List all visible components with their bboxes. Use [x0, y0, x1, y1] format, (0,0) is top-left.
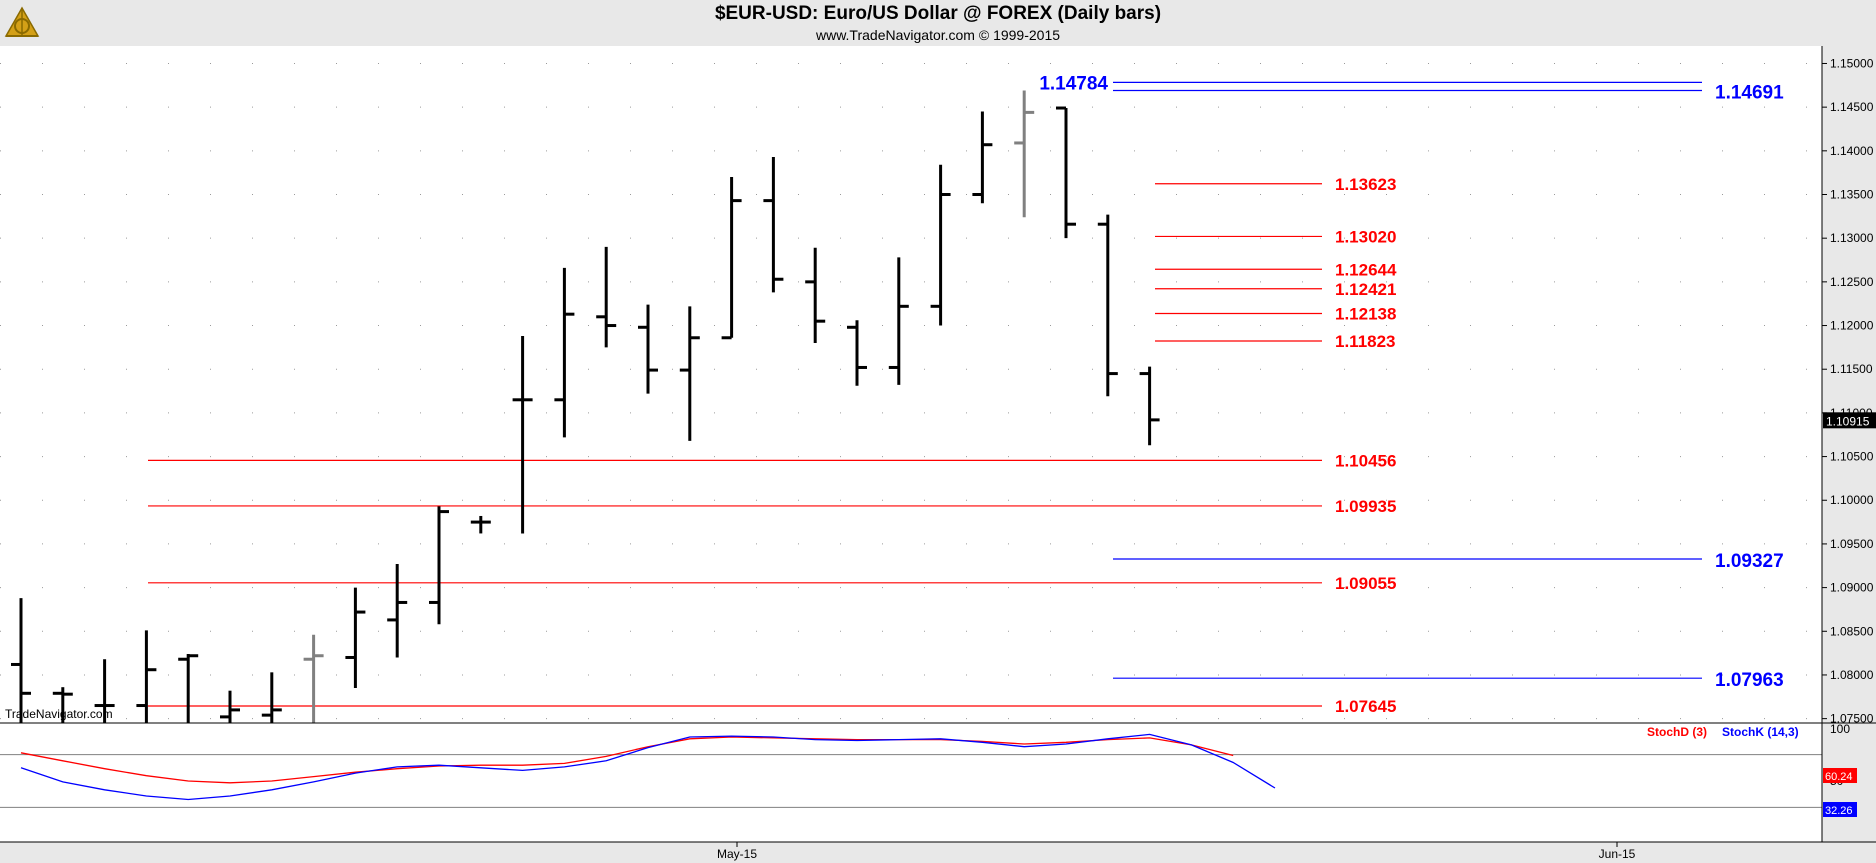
- price-tick-label: 1.15000: [1830, 56, 1874, 70]
- price-tick-label: 1.10000: [1830, 493, 1874, 507]
- last-price-box: [1823, 412, 1876, 429]
- price-panel-bg: [0, 46, 1822, 723]
- chart-subtitle: www.TradeNavigator.com © 1999-2015: [815, 27, 1061, 43]
- price-tick-label: 1.10500: [1830, 450, 1874, 464]
- price-tick-label: 1.09500: [1830, 537, 1874, 551]
- watermark: TradeNavigator.com: [5, 707, 113, 721]
- price-tick-label: 1.13500: [1830, 188, 1874, 202]
- price-tick-label: 1.11500: [1830, 362, 1873, 376]
- red-level-label: 1.13623: [1335, 175, 1396, 194]
- red-level-label: 1.12421: [1335, 280, 1396, 299]
- stoch-tick-label: 100: [1830, 722, 1850, 736]
- stochd-last-label: 60.24: [1825, 771, 1853, 783]
- chart-title: $EUR-USD: Euro/US Dollar @ FOREX (Daily …: [714, 3, 1162, 24]
- stochk-last-box: [1823, 802, 1857, 817]
- red-level-label: 1.13020: [1335, 227, 1396, 246]
- red-level-label: 1.07645: [1335, 697, 1396, 716]
- price-tick-label: 1.12500: [1830, 275, 1874, 289]
- price-tick-label: 1.08000: [1830, 668, 1874, 682]
- stochk-last-label: 32.26: [1825, 805, 1853, 817]
- date-tick-label: Jun-15: [1599, 847, 1636, 861]
- stochd-line: [20, 736, 1234, 784]
- red-level-label: 1.09055: [1335, 574, 1396, 593]
- last-price-label: 1.10915: [1826, 414, 1870, 428]
- red-level-label: 1.12138: [1335, 304, 1396, 323]
- price-tick-label: 1.14500: [1830, 100, 1874, 114]
- stochd-legend: StochD (3): [1647, 725, 1707, 739]
- sextant-logo-icon: [4, 6, 40, 37]
- chart-header: $EUR-USD: Euro/US Dollar @ FOREX (Daily …: [0, 0, 1876, 46]
- blue-level-label: 1.09327: [1715, 551, 1784, 572]
- price-tick-label: 1.07500: [1830, 712, 1874, 726]
- red-level-label: 1.09935: [1335, 497, 1396, 516]
- price-tick-label: 1.09000: [1830, 581, 1874, 595]
- blue-level-label: 1.07963: [1715, 670, 1784, 691]
- blue-level-label: 1.14784: [1039, 73, 1108, 94]
- price-tick-label: 1.08500: [1830, 624, 1874, 638]
- stoch-panel-bg: [0, 723, 1822, 842]
- red-level-label: 1.11823: [1335, 332, 1396, 351]
- stochk-line: [20, 733, 1276, 801]
- price-tick-label: 1.14000: [1830, 144, 1874, 158]
- date-tick-label: May-15: [717, 847, 757, 861]
- stochd-last-box: [1823, 768, 1857, 783]
- price-tick-label: 1.13000: [1830, 231, 1874, 245]
- price-tick-label: 1.12000: [1830, 319, 1874, 333]
- blue-level-label: 1.14691: [1715, 82, 1784, 103]
- red-level-label: 1.10456: [1335, 451, 1396, 470]
- stochk-legend: StochK (14,3): [1722, 725, 1799, 739]
- red-level-label: 1.12644: [1335, 260, 1397, 279]
